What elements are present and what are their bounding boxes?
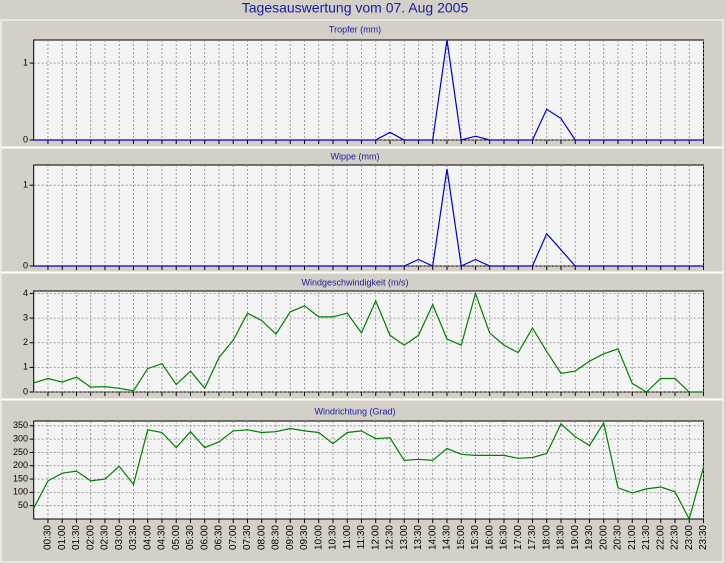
x-tick-label: 21:00 — [627, 525, 638, 550]
x-tick-label: 20:30 — [613, 525, 624, 550]
panel — [0, 272, 724, 400]
y-tick-label: 1 — [23, 57, 28, 67]
x-tick-label: 09:00 — [285, 525, 296, 550]
x-tick-label: 08:30 — [271, 525, 282, 550]
panel-title: Tropfer (mm) — [329, 24, 381, 34]
x-tick-label: 12:30 — [385, 525, 396, 550]
x-tick-label: 18:00 — [541, 525, 552, 550]
y-tick-label: 0 — [23, 386, 28, 396]
x-tick-label: 09:30 — [299, 525, 310, 550]
x-tick-label: 06:00 — [199, 525, 210, 550]
panel — [0, 19, 724, 148]
plot-area — [33, 290, 704, 393]
x-tick-label: 12:00 — [370, 525, 381, 550]
x-tick-label: 13:00 — [399, 525, 410, 550]
x-tick-label: 22:00 — [655, 525, 666, 550]
x-tick-label: 03:00 — [114, 525, 125, 550]
panel — [0, 399, 724, 563]
x-tick-label: 13:30 — [413, 525, 424, 550]
data-line — [33, 421, 705, 521]
y-tick-label: 250 — [13, 447, 28, 457]
x-tick-label: 04:30 — [157, 525, 168, 550]
x-tick-label: 01:30 — [71, 525, 82, 550]
y-tick-label: 1 — [23, 362, 28, 372]
x-tick-label: 14:00 — [427, 525, 438, 550]
x-tick-label: 02:30 — [100, 525, 111, 550]
data-line — [33, 39, 704, 141]
y-tick-label: 2 — [23, 337, 28, 347]
x-tick-label: 17:00 — [513, 525, 524, 550]
x-tick-label: 23:30 — [698, 525, 709, 550]
x-tick-label: 22:30 — [670, 525, 681, 550]
x-tick-label: 07:30 — [242, 525, 253, 550]
y-tick-label: 0 — [23, 260, 28, 270]
x-tick-label: 00:30 — [43, 525, 54, 550]
panel-title: Windrichtung (Grad) — [314, 406, 395, 416]
x-tick-label: 05:00 — [171, 525, 182, 550]
y-tick-label: 350 — [13, 420, 28, 430]
x-tick-label: 02:00 — [85, 525, 96, 550]
y-tick-label: 300 — [13, 433, 28, 443]
x-tick-label: 11:30 — [356, 525, 367, 550]
x-tick-label: 20:00 — [598, 525, 609, 550]
plot-area — [33, 164, 704, 267]
data-line — [33, 291, 704, 393]
x-tick-label: 07:00 — [228, 525, 239, 550]
x-tick-label: 06:30 — [214, 525, 225, 550]
x-tick-label: 19:30 — [584, 525, 595, 550]
y-tick-label: 200 — [13, 460, 28, 470]
plot-area — [33, 39, 704, 141]
x-tick-label: 14:30 — [442, 525, 453, 550]
x-tick-label: 11:00 — [342, 525, 353, 550]
y-tick-label: 50 — [18, 500, 28, 510]
x-tick-label: 16:00 — [484, 525, 495, 550]
x-tick-label: 15:30 — [470, 525, 481, 550]
x-tick-label: 19:00 — [570, 525, 581, 550]
panel-title: Wippe (mm) — [331, 151, 380, 161]
page-title: Tagesauswertung vom 07. Aug 2005 — [242, 0, 469, 16]
plot-area — [33, 420, 704, 520]
x-tick-label: 10:00 — [313, 525, 324, 550]
x-tick-label: 01:00 — [57, 525, 68, 550]
y-tick-label: 4 — [23, 288, 28, 298]
panel — [0, 147, 724, 273]
y-tick-label: 100 — [13, 487, 28, 497]
x-tick-label: 18:30 — [556, 525, 567, 550]
y-tick-label: 3 — [23, 312, 28, 322]
x-tick-label: 17:30 — [527, 525, 538, 550]
x-tick-label: 23:00 — [684, 525, 695, 550]
data-line — [33, 168, 704, 267]
y-tick-label: 1 — [23, 180, 28, 190]
x-tick-label: 03:30 — [128, 525, 139, 550]
x-tick-label: 05:30 — [185, 525, 196, 550]
x-tick-label: 10:30 — [328, 525, 339, 550]
x-tick-label: 15:00 — [456, 525, 467, 550]
x-tick-label: 08:00 — [256, 525, 267, 550]
x-tick-label: 04:00 — [142, 525, 153, 550]
y-tick-label: 0 — [23, 134, 28, 144]
x-tick-label: 16:30 — [499, 525, 510, 550]
y-tick-label: 150 — [13, 473, 28, 483]
x-tick-label: 21:30 — [641, 525, 652, 550]
panel-title: Windgeschwindigkeit (m/s) — [301, 277, 408, 287]
